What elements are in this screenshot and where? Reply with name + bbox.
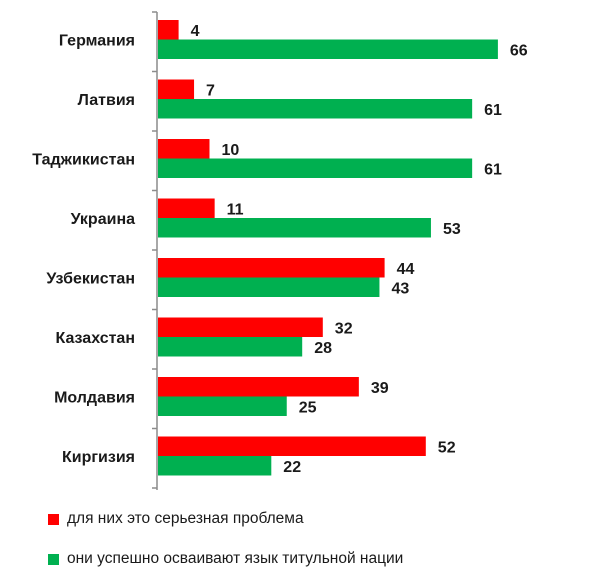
bars-layer: [158, 20, 498, 476]
bar-mastering: [158, 396, 287, 416]
bar-problem: [158, 436, 426, 456]
legend-entry-problem: для них это серьезная проблема: [48, 510, 304, 528]
category-label: Узбекистан: [46, 271, 135, 288]
category-label: Киргизия: [62, 449, 135, 466]
data-label: 52: [438, 439, 456, 456]
bar-mastering: [158, 337, 303, 357]
labels-layer: Германия 4 66 Латвия 7 61 Таджикистан 10 61 Украи…: [32, 23, 528, 476]
data-label: 66: [510, 42, 528, 59]
bar-problem: [158, 377, 359, 397]
bar-problem: [158, 79, 195, 99]
category-label: Латвия: [78, 92, 135, 109]
bar-mastering: [158, 218, 431, 238]
data-label: 39: [371, 380, 389, 397]
data-label: 61: [484, 102, 502, 119]
bar-mastering: [158, 158, 473, 178]
data-label: 32: [335, 320, 353, 337]
category-label: Молдавия: [54, 390, 135, 407]
category-label: Украина: [71, 211, 136, 228]
legend-swatch-red: [48, 513, 59, 525]
bar-mastering: [158, 99, 473, 119]
legend-label-problem: для них это серьезная проблема: [67, 510, 304, 527]
data-label: 10: [222, 142, 240, 159]
legend-label-mastering: они успешно осваивают язык титульной нац…: [67, 550, 404, 567]
data-label: 61: [484, 161, 502, 178]
data-label: 44: [397, 261, 415, 278]
data-label: 22: [283, 459, 301, 476]
bar-problem: [158, 198, 215, 218]
bar-mastering: [158, 39, 498, 59]
bar-mastering: [158, 277, 380, 297]
data-label: 25: [299, 399, 317, 416]
category-label: Казахстан: [56, 330, 136, 347]
legend-entry-mastering: они успешно осваивают язык титульной нац…: [48, 550, 403, 568]
bar-chart: Германия 4 66 Латвия 7 61 Таджикистан 10 61 Украи…: [32, 11, 528, 490]
bar-problem: [158, 317, 323, 337]
data-label: 11: [227, 201, 244, 218]
data-label: 53: [443, 221, 461, 238]
legend-swatch-green: [48, 553, 59, 565]
bar-problem: [158, 20, 179, 40]
category-label: Таджикистан: [32, 152, 135, 169]
data-label: 4: [191, 23, 200, 40]
data-label: 43: [391, 280, 409, 297]
category-label: Германия: [59, 33, 135, 50]
bar-mastering: [158, 456, 272, 476]
category-axis: [152, 11, 158, 490]
bar-problem: [158, 258, 385, 278]
data-label: 7: [206, 82, 215, 99]
data-label: 28: [314, 340, 332, 357]
bar-problem: [158, 139, 210, 159]
